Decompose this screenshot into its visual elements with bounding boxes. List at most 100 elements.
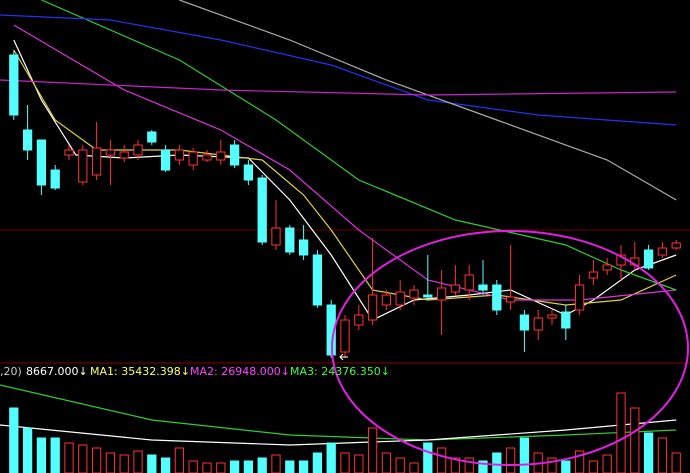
volume-bar xyxy=(671,452,681,473)
volume-bar xyxy=(354,454,364,473)
candle-body xyxy=(298,239,309,256)
candle-body xyxy=(22,129,33,151)
volume-bar xyxy=(271,454,281,473)
indicator-text: MA2: 26948.000↓ xyxy=(190,365,290,378)
volume-bar xyxy=(105,452,116,473)
volume-bar xyxy=(492,452,502,473)
volume-bar xyxy=(657,437,668,473)
candle-body xyxy=(505,296,516,303)
volume-bar xyxy=(160,457,171,473)
volume-bar xyxy=(574,450,585,473)
candle-body xyxy=(243,164,254,181)
volume-bar xyxy=(50,437,60,473)
candle-body xyxy=(285,227,295,253)
candle-body xyxy=(561,311,571,329)
ma-line xyxy=(179,0,677,201)
volume-bar xyxy=(450,457,461,473)
volume-bar xyxy=(643,432,654,473)
volume-bar xyxy=(505,447,516,473)
volume-bar xyxy=(78,444,88,473)
volume-bar xyxy=(285,460,295,473)
candle-body xyxy=(671,242,681,249)
volume-bar xyxy=(91,447,102,473)
volume-bar xyxy=(616,392,626,473)
volume-bar xyxy=(133,450,143,473)
candle-body xyxy=(91,147,102,176)
candle-body xyxy=(602,264,612,271)
volume-bar xyxy=(188,460,198,473)
candle-body xyxy=(450,284,461,293)
volume-bar xyxy=(9,407,19,473)
indicator-text: MA3: 24376.350↓ xyxy=(290,365,390,378)
volume-bar xyxy=(630,407,640,473)
candle-body xyxy=(64,149,74,156)
volume-bar xyxy=(602,454,612,473)
volume-bar xyxy=(423,442,433,473)
volume-bar xyxy=(340,452,350,473)
volume-bar xyxy=(547,457,557,473)
candle-body xyxy=(423,294,433,298)
candle-body xyxy=(492,284,502,311)
candle-body xyxy=(409,289,419,299)
volume-bar xyxy=(367,427,378,473)
candle-body xyxy=(271,227,281,246)
candle-body xyxy=(381,294,392,306)
candle-body xyxy=(395,291,405,306)
candle-body xyxy=(9,54,19,116)
indicator-text: ,20) xyxy=(0,365,22,378)
volume-bar xyxy=(22,427,33,473)
candle-body xyxy=(78,149,88,183)
candle-body xyxy=(50,169,60,189)
candle-body xyxy=(174,149,185,161)
candle-body xyxy=(229,144,240,166)
candle-body xyxy=(367,294,378,321)
candle-body xyxy=(340,319,350,353)
volume-bar xyxy=(36,437,47,473)
candle-body xyxy=(354,314,364,326)
candle-body xyxy=(574,284,585,311)
volume-bar xyxy=(298,460,309,473)
candle-body xyxy=(478,284,488,291)
candle-body xyxy=(519,314,530,331)
volume-bar xyxy=(202,462,212,473)
volume-bar xyxy=(229,460,240,473)
ma-line xyxy=(0,79,677,96)
arrow xyxy=(339,353,348,361)
candle-body xyxy=(588,271,599,279)
indicator-text: 8667.000↓ xyxy=(26,365,88,378)
candle-body xyxy=(326,304,336,356)
volume-bar xyxy=(243,460,254,473)
candle-body xyxy=(464,274,474,291)
volume-bar xyxy=(464,457,474,473)
candle-body xyxy=(105,149,116,156)
ma-line xyxy=(0,14,677,126)
volume-bar xyxy=(478,460,488,473)
candle-body xyxy=(147,131,157,143)
volume-bar xyxy=(119,454,129,473)
volume-bar xyxy=(174,447,185,473)
volume-bar xyxy=(588,460,599,473)
candle-body xyxy=(643,249,654,269)
ma-line xyxy=(0,384,677,441)
candle-body xyxy=(616,254,626,266)
candle-body xyxy=(160,149,171,171)
candle-body xyxy=(657,247,668,256)
volume-bar xyxy=(561,460,571,473)
volume-bar xyxy=(216,462,226,473)
ma-line xyxy=(13,39,677,321)
volume-bar xyxy=(436,447,447,473)
ma-line xyxy=(13,49,677,306)
volume-bar xyxy=(257,457,267,473)
volume-bar xyxy=(519,437,530,473)
candle-body xyxy=(216,151,226,161)
candle-body xyxy=(36,139,47,186)
candle-body xyxy=(133,144,143,156)
indicator-text: MA1: 35432.398↓ xyxy=(90,365,190,378)
candle-body xyxy=(119,151,129,159)
candle-body xyxy=(188,151,198,166)
highlight-ellipse xyxy=(331,230,689,466)
ma-line xyxy=(0,419,677,446)
volume-bar xyxy=(395,457,405,473)
volume-bar xyxy=(312,452,323,473)
